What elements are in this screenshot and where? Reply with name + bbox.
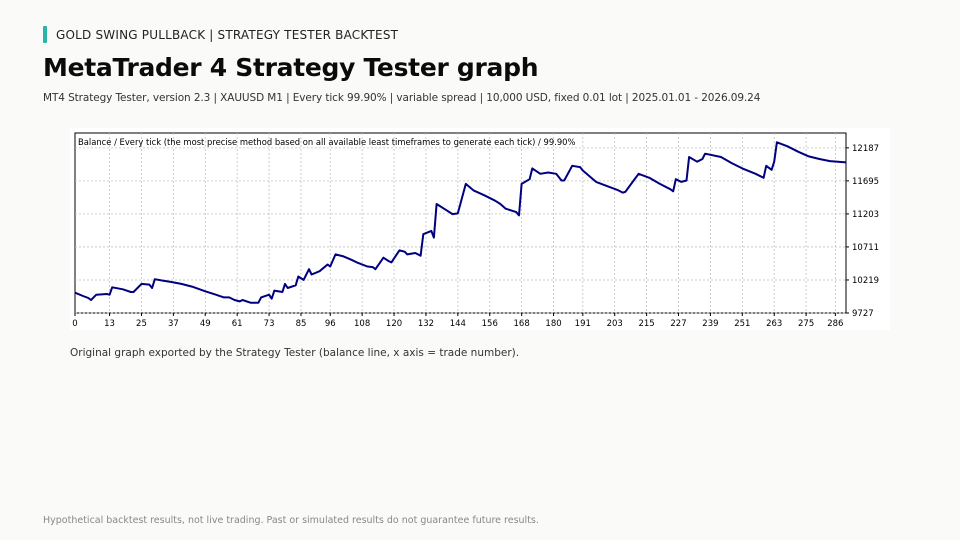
x-tick-label: 96	[325, 319, 336, 329]
x-tick-label: 120	[386, 319, 402, 329]
x-tick-label: 73	[264, 319, 275, 329]
y-tick-label: 11203	[852, 210, 879, 220]
y-axis: 12187 11695 11203 10711 10219 9727	[846, 144, 879, 319]
plot-grid	[75, 133, 846, 314]
x-tick-label: 85	[296, 319, 307, 329]
x-tick-label: 25	[136, 319, 147, 329]
page-subtitle: MT4 Strategy Tester, version 2.3 | XAUUS…	[43, 92, 761, 104]
x-axis: 0 13 25 37 49 61 73 85 96 108 120 132 144 156 168 180 19…	[72, 313, 843, 329]
x-tick-label: 180	[545, 319, 561, 329]
x-tick-label: 37	[168, 319, 179, 329]
kicker-text: GOLD SWING PULLBACK | STRATEGY TESTER BA…	[56, 27, 399, 42]
x-tick-label: 0	[72, 319, 77, 329]
page-title: MetaTrader 4 Strategy Tester graph	[43, 53, 539, 82]
x-tick-label: 191	[575, 319, 591, 329]
x-tick-label: 203	[607, 319, 623, 329]
plot-series	[74, 141, 847, 304]
chart-title: Balance / Every tick (the most precise m…	[78, 137, 575, 147]
y-tick-label: 10711	[852, 243, 879, 253]
y-tick-label: 10219	[852, 276, 879, 286]
x-tick-label: 227	[670, 319, 686, 329]
kicker: GOLD SWING PULLBACK | STRATEGY TESTER BA…	[43, 26, 398, 43]
x-tick-label: 156	[482, 319, 498, 329]
chart-caption: Original graph exported by the Strategy …	[70, 347, 520, 359]
x-tick-label: 215	[638, 319, 654, 329]
kicker-accent-bar	[43, 26, 47, 43]
x-tick-label: 108	[354, 319, 370, 329]
balance-chart: 0 13 25 37 49 61 73 85 96 108 120 132 144 156 168 180 19…	[70, 128, 890, 330]
x-tick-label: 144	[450, 319, 466, 329]
y-tick-label: 11695	[852, 177, 879, 187]
x-tick-label: 251	[734, 319, 750, 329]
y-tick-label: 12187	[852, 144, 879, 154]
balance-line	[74, 141, 847, 304]
x-tick-label: 61	[232, 319, 243, 329]
x-tick-label: 13	[104, 319, 115, 329]
plot-frame	[74, 132, 847, 314]
x-tick-label: 49	[200, 319, 211, 329]
balance-chart-svg: 0 13 25 37 49 61 73 85 96 108 120 132 144 156 168 180 19…	[72, 132, 879, 329]
x-tick-label: 286	[827, 319, 843, 329]
x-tick-label: 132	[418, 319, 434, 329]
y-tick-label: 9727	[852, 309, 874, 319]
x-tick-label: 275	[798, 319, 814, 329]
x-tick-label: 263	[766, 319, 782, 329]
x-tick-label: 239	[702, 319, 718, 329]
x-tick-label: 168	[514, 319, 530, 329]
disclaimer: Hypothetical backtest results, not live …	[43, 515, 539, 526]
